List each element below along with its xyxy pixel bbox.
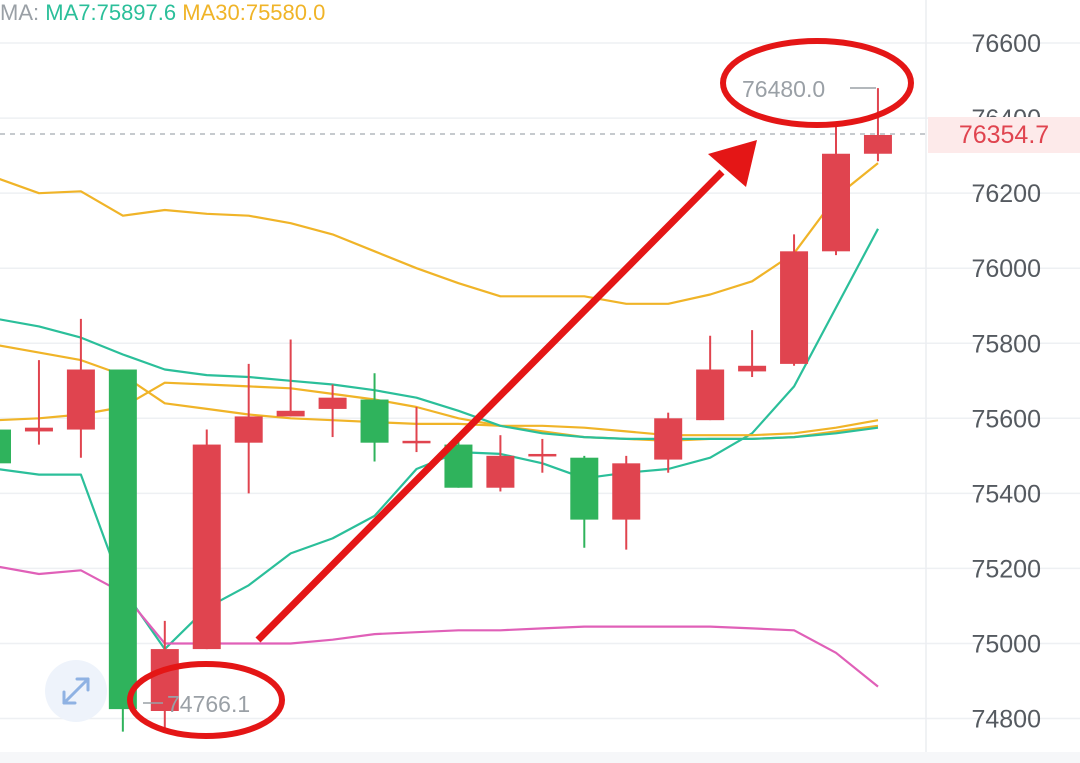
candle-body (24, 427, 53, 432)
y-tick-label: 75200 (971, 555, 1041, 583)
candles (0, 88, 892, 732)
y-tick-label: 75400 (971, 480, 1041, 508)
high-price-label: 76480.0 (742, 76, 825, 102)
candle-body (276, 410, 305, 417)
candle-body (654, 418, 683, 460)
candle-body (486, 455, 515, 488)
candle-body (0, 429, 11, 464)
ma7-value: MA7:75897.6 (45, 0, 177, 25)
y-tick-label: 76000 (971, 255, 1041, 283)
y-tick-label: 76600 (971, 30, 1041, 58)
ma30-value: MA30:75580.0 (182, 0, 326, 25)
grid-lines (0, 42, 1080, 720)
candle-body (150, 649, 179, 711)
y-tick-label: 75800 (971, 330, 1041, 358)
y-tick-label: 75600 (971, 405, 1041, 433)
expand-arrows-icon (62, 677, 90, 705)
current-price-tag: 76354.7 (928, 117, 1080, 153)
candle-body (318, 397, 347, 409)
candle-body (234, 416, 263, 443)
ma-label: MA: (0, 0, 40, 25)
high-annotation-circle (720, 38, 914, 128)
candle-body (360, 399, 389, 443)
ma-line-band-3 (0, 318, 879, 440)
ma-legend: MA: MA7:75897.6 MA30:75580.0 (0, 0, 325, 26)
y-tick-label: 76200 (971, 180, 1041, 208)
bottom-strip (0, 752, 1080, 763)
trend-arrow-head (708, 140, 757, 187)
candle-body (863, 134, 892, 154)
low-price-label: 74766.1 (167, 691, 250, 717)
candle-body (528, 453, 557, 457)
candle-body (192, 444, 221, 650)
candle-body (612, 463, 641, 520)
ma-line-band-2 (0, 344, 879, 437)
expand-button[interactable] (45, 660, 107, 722)
trend-arrow-shaft (255, 169, 725, 643)
candle-body (696, 369, 725, 421)
candle-body (570, 457, 599, 520)
candle-body (738, 365, 767, 372)
candle-body (780, 251, 809, 364)
y-axis: 74800 75000 75200 75400 75600 75800 76000 76200… (971, 30, 1041, 733)
ma-line-band-5 (0, 565, 879, 688)
y-tick-label: 74800 (971, 706, 1041, 734)
candle-body (66, 369, 95, 430)
candle-body (108, 369, 137, 710)
candle-body (822, 153, 850, 252)
y-tick-label: 75000 (971, 630, 1041, 658)
candle-body (402, 440, 431, 444)
low-annotation-circle (127, 661, 285, 739)
ma-line-band-4 (0, 162, 879, 305)
